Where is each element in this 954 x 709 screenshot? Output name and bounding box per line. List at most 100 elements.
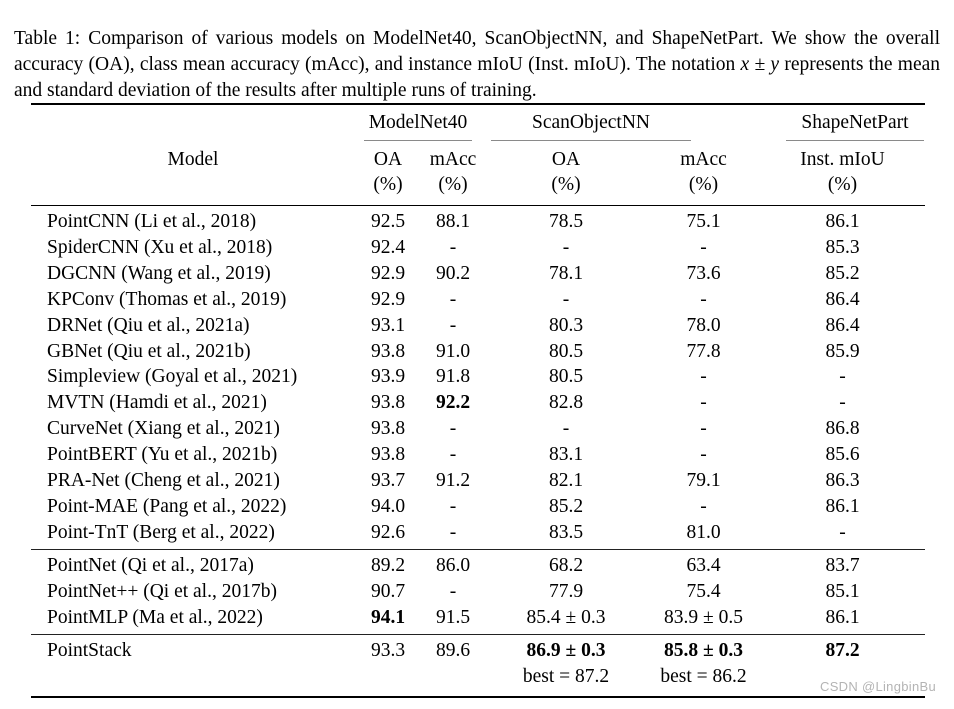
- table-cell: 94.0: [370, 495, 406, 517]
- table-cell: 89.6: [421, 633, 485, 697]
- table-cell: 75.4: [686, 580, 721, 602]
- model-name-cell: DRNet (Qiu et al., 2021a): [47, 314, 250, 336]
- table-cell: 83.7: [760, 548, 925, 579]
- table-cell: 73.6: [686, 262, 721, 284]
- table-cell: 63.4: [647, 548, 760, 579]
- table-cell: 80.5: [548, 366, 584, 388]
- table-cell: 92.4: [370, 236, 406, 258]
- header-line1: OA: [551, 149, 581, 170]
- table-cell: -: [449, 236, 457, 258]
- table-caption: Table 1: Comparison of various models on…: [14, 26, 940, 104]
- table-cell: 92.9: [370, 262, 406, 284]
- table-cell: 79.1: [686, 470, 721, 492]
- table-cell: 86.1: [825, 606, 860, 628]
- table-cell: 86.4: [825, 288, 860, 310]
- group-label: ScanObjectNN: [491, 110, 691, 141]
- table-cell: -: [700, 288, 707, 310]
- table-cell: 88.1: [435, 211, 471, 232]
- table-cell: 77.8: [686, 340, 721, 362]
- cell-value: 85.8 ± 0.3: [664, 639, 743, 661]
- model-name-cell: PointNet (Qi et al., 2017a): [31, 548, 355, 579]
- table-cell: 86.1: [825, 211, 860, 232]
- table-cell: 83.1: [548, 444, 584, 466]
- table-cell: 92.5: [370, 211, 406, 232]
- table-cell: -: [700, 444, 707, 466]
- table-row: PointNet++ (Qi et al., 2017b) 90.7 - 77.…: [31, 579, 925, 605]
- table-cell: 78.0: [686, 314, 721, 336]
- cell-value: 86.9 ± 0.3: [526, 639, 606, 661]
- header-line1: OA: [373, 149, 403, 170]
- table-cell: 78.1: [548, 262, 584, 284]
- table-row: SpiderCNN (Xu et al., 2018) 92.4 - - - 8…: [31, 235, 925, 261]
- table-cell: 93.1: [370, 314, 406, 336]
- table-cell: 86.1: [825, 495, 860, 517]
- table-cell: 85.9: [825, 340, 860, 362]
- table-body: PointCNN (Li et al., 2018) 92.5 88.1 78.…: [31, 206, 925, 697]
- table-cell: -: [700, 366, 707, 388]
- cell-best-value: best = 87.2: [522, 665, 610, 687]
- cell-best-value: best = 86.2: [660, 665, 747, 687]
- table-row: PointNet (Qi et al., 2017a) 89.2 86.0 68…: [31, 548, 925, 579]
- column-header-model: Model: [31, 142, 355, 206]
- table-cell-best: 86.9 ± 0.3 best = 87.2: [485, 633, 647, 697]
- cell-value: 89.6: [435, 639, 471, 661]
- model-name-cell: PointStack: [31, 633, 355, 697]
- table-cell: 75.1: [686, 211, 721, 232]
- column-group-scanobjectnn: ScanObjectNN: [485, 104, 760, 142]
- model-name-cell: PointCNN (Li et al., 2018): [47, 211, 257, 232]
- table-cell: 85.2: [548, 495, 584, 517]
- table-cell: -: [562, 288, 570, 310]
- table-cell: 85.1: [825, 580, 860, 602]
- table-cell: -: [449, 444, 457, 466]
- header-line2: (%): [551, 174, 581, 195]
- table-cell: 93.8: [370, 444, 406, 466]
- table-row: Simpleview (Goyal et al., 2021) 93.9 91.…: [31, 364, 925, 390]
- table-cell: -: [449, 521, 457, 543]
- model-name-cell: Point-TnT (Berg et al., 2022): [47, 521, 275, 543]
- table-cell: 81.0: [686, 521, 721, 543]
- header-line1: mAcc: [680, 149, 727, 170]
- caption-text-part2: represents the mean and standard deviati…: [14, 53, 941, 101]
- model-name-cell: PRA-Net (Cheng et al., 2021): [47, 470, 280, 492]
- table-row: MVTN (Hamdi et al., 2021) 93.8 92.2 82.8…: [31, 390, 925, 416]
- table-cell: 85.3: [825, 236, 860, 258]
- model-name-cell: SpiderCNN (Xu et al., 2018): [47, 236, 273, 258]
- table-cell: -: [700, 495, 707, 517]
- model-name-cell: PointNet++ (Qi et al., 2017b): [47, 580, 277, 602]
- model-name-cell: CurveNet (Xiang et al., 2021): [47, 418, 280, 440]
- table-cell: 86.0: [421, 548, 485, 579]
- table-cell: -: [449, 314, 457, 336]
- column-header-sonn-oa: OA (%): [485, 142, 647, 206]
- table-cell: 78.5: [548, 211, 584, 232]
- table-row-pointstack: PointStack 93.3 89.6 86.9 ± 0.3 best = 87…: [31, 633, 925, 697]
- table-cell: 93.8: [370, 340, 406, 362]
- table-cell: -: [562, 236, 570, 258]
- table-cell: 91.5: [435, 606, 471, 628]
- table-cell: 89.2: [355, 548, 421, 579]
- table-cell: 91.2: [435, 470, 471, 492]
- table-cell-best: 92.2: [435, 392, 471, 414]
- column-header-inst-miou: Inst. mIoU (%): [760, 142, 925, 206]
- table-cell: -: [839, 392, 846, 414]
- group-label: ModelNet40: [364, 110, 472, 141]
- table-cell: -: [449, 418, 457, 440]
- table-cell: 68.2: [485, 548, 647, 579]
- table-row: KPConv (Thomas et al., 2019) 92.9 - - - …: [31, 287, 925, 313]
- table-cell-best: 87.2: [760, 633, 925, 697]
- table-cell: -: [700, 236, 707, 258]
- header-line2: (%): [373, 174, 403, 195]
- table-cell: -: [839, 366, 846, 388]
- model-name-cell: PointMLP (Ma et al., 2022): [47, 606, 263, 628]
- table-cell-best: 85.8 ± 0.3 best = 86.2: [647, 633, 760, 697]
- table-cell: 93.9: [370, 366, 406, 388]
- table-cell: 82.8: [548, 392, 584, 414]
- table-cell: 85.6: [825, 444, 860, 466]
- header-line2: (%): [827, 174, 858, 195]
- model-name-cell: Point-MAE (Pang et al., 2022): [47, 495, 287, 517]
- cell-value: 93.3: [370, 639, 406, 661]
- model-name-cell: Simpleview (Goyal et al., 2021): [47, 366, 298, 388]
- cell-value: 87.2: [825, 639, 860, 661]
- table-cell: 86.8: [825, 418, 860, 440]
- model-name-cell: GBNet (Qiu et al., 2021b): [47, 340, 251, 362]
